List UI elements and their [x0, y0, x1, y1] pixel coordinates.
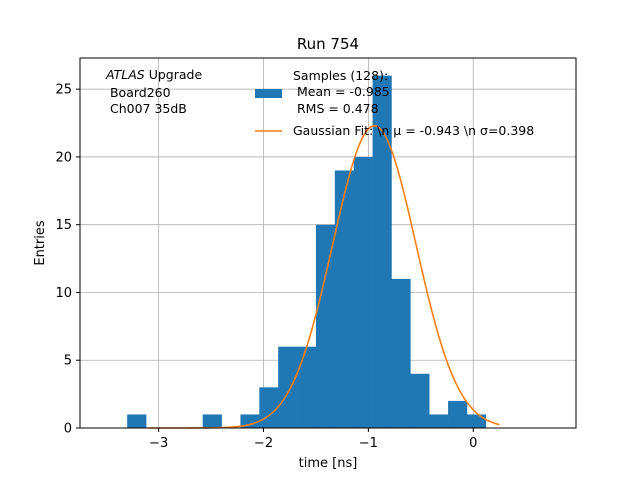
- annotation-line-3: Ch007 35dB: [106, 101, 187, 116]
- y-tick-label: 10: [55, 286, 72, 301]
- annotation-italic-prefix: ATLAS: [105, 67, 145, 82]
- legend-histogram-line-2: Mean = -0.985: [293, 84, 390, 99]
- histogram-bar: [429, 414, 449, 428]
- y-tick-label: 15: [55, 218, 72, 233]
- histogram-bar: [448, 400, 468, 428]
- histogram-bar: [278, 346, 298, 428]
- x-axis-label: time [ns]: [299, 456, 358, 471]
- histogram-bar: [127, 414, 147, 428]
- histogram-bar: [410, 373, 430, 428]
- y-axis-label: Entries: [33, 220, 48, 266]
- y-axis-ticks: 0 5 10 15 20 25: [55, 83, 80, 437]
- y-tick-label: 5: [64, 354, 72, 369]
- legend: Samples (128): Mean = -0.985 RMS = 0.478…: [255, 68, 534, 138]
- histogram-bar: [391, 278, 411, 428]
- histogram-bar: [372, 75, 392, 428]
- x-tick-label: 0: [469, 436, 477, 451]
- annotation-line-2: Board260: [106, 85, 171, 100]
- x-tick-label: −3: [149, 436, 168, 451]
- y-tick-label: 20: [55, 150, 72, 165]
- histogram-bar: [259, 387, 279, 428]
- x-axis-ticks: −3 −2 −1 0: [149, 428, 477, 451]
- chart-title: Run 754: [297, 35, 359, 53]
- y-tick-label: 25: [55, 83, 72, 98]
- histogram-bar: [240, 414, 260, 428]
- histogram-bar: [297, 346, 317, 428]
- histogram-bars: [127, 75, 487, 428]
- annotation-line-1: ATLAS Upgrade: [105, 67, 202, 82]
- plot-frame: [79, 57, 577, 429]
- histogram-bar: [315, 224, 336, 428]
- histogram-bar: [466, 414, 487, 428]
- histogram-bar: [202, 414, 222, 428]
- y-tick-label: 0: [64, 422, 72, 437]
- legend-fit-label: Gaussian Fit: \n μ = -0.943 \n σ=0.398: [293, 123, 534, 138]
- histogram-bar: [353, 156, 373, 428]
- legend-histogram-line-1: Samples (128):: [293, 68, 388, 83]
- x-tick-label: −1: [359, 436, 378, 451]
- histogram-bar: [334, 170, 354, 428]
- legend-histogram-swatch: [255, 89, 282, 98]
- legend-histogram-line-3: RMS = 0.478: [293, 101, 379, 116]
- annotation-box: ATLAS Upgrade Board260 Ch007 35dB: [105, 67, 202, 116]
- annotation-line-1-text: Upgrade: [145, 67, 203, 82]
- x-tick-label: −2: [254, 436, 273, 451]
